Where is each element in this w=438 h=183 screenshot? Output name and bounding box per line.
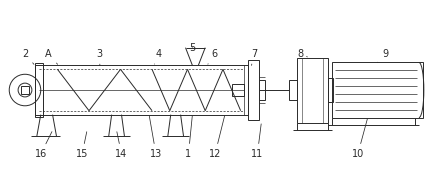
Text: 2: 2: [22, 48, 34, 64]
Text: 1: 1: [185, 116, 192, 159]
Text: 4: 4: [155, 48, 162, 64]
Text: 3: 3: [97, 48, 103, 65]
Text: 11: 11: [251, 124, 264, 159]
Text: 7: 7: [251, 48, 258, 65]
Text: A: A: [45, 48, 57, 64]
Text: 14: 14: [115, 132, 127, 159]
Bar: [232, 84, 244, 96]
Bar: [259, 80, 265, 100]
Text: 6: 6: [208, 48, 217, 64]
Bar: [289, 80, 297, 100]
Bar: [328, 78, 333, 102]
Bar: [35, 64, 43, 117]
Text: 10: 10: [352, 119, 367, 159]
Bar: [332, 62, 423, 118]
Text: 5: 5: [189, 43, 195, 53]
Bar: [21, 86, 29, 94]
Text: 9: 9: [378, 48, 389, 62]
Bar: [297, 57, 328, 123]
Text: 12: 12: [209, 116, 225, 159]
Bar: [247, 60, 259, 119]
Text: 15: 15: [76, 132, 88, 159]
Text: 13: 13: [149, 116, 162, 159]
Text: 16: 16: [35, 132, 52, 159]
Text: 8: 8: [298, 48, 307, 59]
